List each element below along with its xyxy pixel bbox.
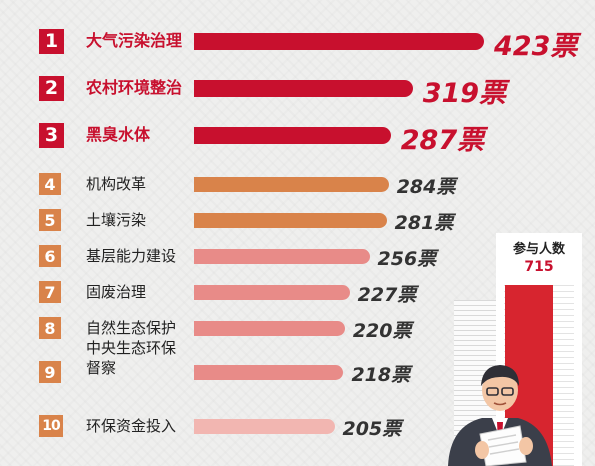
category-label-line: 土壤污染	[86, 211, 147, 229]
value-label: 218票	[351, 364, 411, 387]
value-label: 284票	[396, 176, 456, 199]
value-label: 220票	[352, 320, 412, 343]
bar	[194, 176, 389, 192]
rank-badge: 6	[39, 245, 61, 267]
rank-badge: 8	[39, 317, 61, 339]
value-label: 281票	[394, 212, 454, 235]
bar	[194, 364, 344, 380]
category-label: 基层能力建设	[86, 246, 176, 266]
category-label: 土壤污染	[86, 210, 146, 230]
category-label: 中央生态环保 督察	[86, 338, 176, 378]
category-label: 环保资金投入	[86, 416, 176, 436]
value-label: 256票	[377, 248, 437, 271]
figure-face	[482, 369, 518, 411]
rank-badge: 10	[39, 415, 63, 437]
figure-left-hand	[475, 441, 489, 459]
bar	[194, 79, 413, 97]
value-label: 205票	[342, 418, 402, 441]
category-label: 自然生态保护	[86, 318, 176, 338]
category-label-line: 督察	[86, 359, 117, 377]
category-label-line: 固废治理	[86, 283, 147, 301]
category-label-line: 自然生态保护	[86, 319, 177, 337]
category-label-line: 环保资金投入	[86, 417, 177, 435]
category-label: 农村环境整治	[86, 78, 182, 98]
figure-mouth	[493, 402, 507, 406]
category-label-line: 机构改革	[86, 175, 147, 193]
rank-badge: 4	[39, 173, 61, 195]
category-label-line: 基层能力建设	[86, 247, 177, 265]
bar	[194, 418, 335, 434]
rank-badge: 9	[39, 361, 61, 383]
category-label: 大气污染治理	[86, 31, 182, 51]
figure-hair	[481, 365, 519, 386]
rank-badge: 3	[39, 122, 64, 148]
figure-glasses-left	[486, 387, 499, 396]
value-label: 287票	[400, 125, 485, 157]
rank-badge: 1	[39, 28, 64, 54]
bar	[194, 248, 370, 264]
bar	[194, 126, 391, 144]
category-label-line: 农村环境整治	[86, 78, 183, 97]
person-reading-document-icon	[448, 365, 552, 466]
category-label: 固废治理	[86, 282, 146, 302]
bar	[194, 320, 345, 336]
figure-right-hand	[519, 437, 533, 455]
value-label: 423票	[494, 31, 578, 63]
bar	[194, 32, 484, 50]
participants-title: 参与人数	[512, 242, 565, 257]
bar	[194, 284, 350, 300]
rank-badge: 5	[39, 209, 61, 231]
category-label-line: 大气污染治理	[86, 31, 183, 50]
rank-badge: 2	[39, 75, 64, 101]
participants-count: 715	[524, 259, 554, 275]
bar	[194, 212, 387, 228]
category-label-line: 中央生态环保	[86, 339, 177, 357]
category-label: 机构改革	[86, 174, 146, 194]
category-label: 黑臭水体	[86, 125, 150, 145]
category-label-line: 黑臭水体	[86, 125, 151, 144]
figure-glasses-right	[501, 387, 514, 396]
value-label: 319票	[422, 78, 507, 110]
value-label: 227票	[357, 284, 417, 307]
rank-badge: 7	[39, 281, 61, 303]
